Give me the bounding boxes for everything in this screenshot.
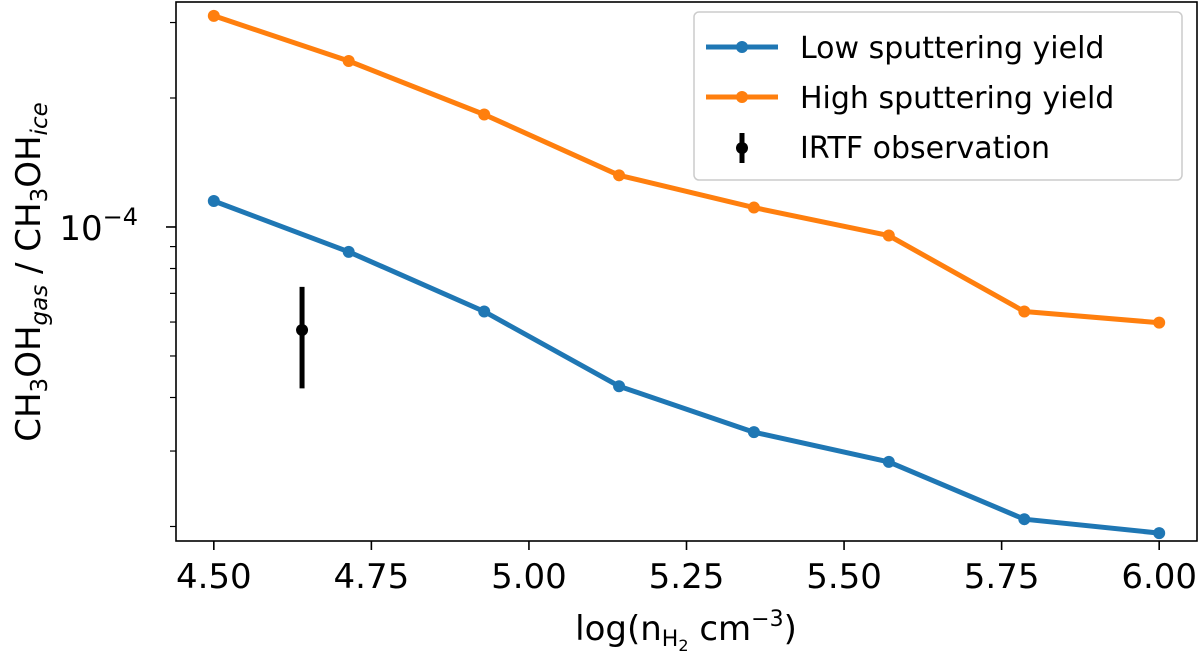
data-point-1-5 bbox=[882, 229, 895, 242]
data-point-0-5 bbox=[882, 455, 895, 468]
data-point-1-3 bbox=[613, 169, 626, 182]
x-tick-label: 5.25 bbox=[649, 557, 725, 597]
data-point-1-2 bbox=[478, 108, 491, 121]
data-point-0-4 bbox=[747, 426, 760, 439]
x-tick-label: 4.50 bbox=[176, 557, 252, 597]
x-tick-label: 5.50 bbox=[806, 557, 882, 597]
legend-entry-irtf: IRTF observation bbox=[736, 131, 1050, 166]
data-point-0-0 bbox=[207, 194, 220, 207]
legend-label-high: High sputtering yield bbox=[800, 81, 1114, 116]
y-tick-label-major: 10−4 bbox=[59, 203, 138, 249]
data-point-1-0 bbox=[207, 9, 220, 22]
series-line-0 bbox=[211, 198, 1162, 536]
y-label-a: CH bbox=[9, 392, 49, 441]
plot-area bbox=[207, 9, 1166, 540]
x-tick-label: 5.00 bbox=[491, 557, 567, 597]
data-point-1-4 bbox=[747, 201, 760, 214]
y-label-sep: / CH bbox=[9, 202, 49, 284]
x-label-sub1: H bbox=[662, 627, 679, 652]
data-point-0-7 bbox=[1153, 527, 1166, 540]
data-point-0-6 bbox=[1018, 513, 1031, 526]
x-label-sub2: 2 bbox=[678, 636, 688, 655]
x-tick-label: 4.75 bbox=[334, 557, 410, 597]
y-axis-label: CH3OHgas / CH3OHice bbox=[9, 102, 53, 442]
legend-marker-high bbox=[736, 91, 748, 103]
legend-marker-low bbox=[736, 41, 748, 53]
legend-marker-irtf bbox=[736, 142, 748, 154]
y-label-d: OH bbox=[9, 135, 49, 187]
y-label-b-sub: gas bbox=[27, 285, 53, 326]
x-label-exp: −3 bbox=[751, 607, 783, 632]
x-tick-label: 5.75 bbox=[964, 557, 1040, 597]
legend-label-low: Low sputtering yield bbox=[800, 31, 1104, 66]
x-axis-label: log(nH2 cm−3) bbox=[575, 607, 797, 655]
y-label-b: OH bbox=[9, 325, 49, 377]
x-tick-label: 6.00 bbox=[1121, 557, 1197, 597]
y-tick-base: 10 bbox=[59, 209, 102, 249]
legend-label-irtf: IRTF observation bbox=[800, 131, 1050, 166]
data-point-0-1 bbox=[342, 245, 355, 258]
legend-box bbox=[693, 11, 1183, 181]
errorbar-point bbox=[296, 323, 309, 336]
y-label-a-sub: 3 bbox=[27, 378, 53, 393]
y-tick-exp: −4 bbox=[103, 203, 138, 231]
data-point-0-2 bbox=[478, 305, 491, 318]
axis-ticks: 4.50 4.75 5.00 5.25 5.50 5.75 6.00 bbox=[166, 21, 1197, 597]
y-label-d-sub: ice bbox=[27, 102, 53, 135]
legend: Low sputtering yield High sputtering yie… bbox=[693, 11, 1183, 181]
data-point-0-3 bbox=[613, 380, 626, 393]
x-label-prefix: log(n bbox=[575, 609, 662, 649]
y-label-c-sub: 3 bbox=[27, 188, 53, 203]
data-point-1-6 bbox=[1018, 305, 1031, 318]
x-label-close: ) bbox=[784, 609, 797, 649]
legend-entry-low: Low sputtering yield bbox=[706, 31, 1104, 66]
data-point-1-7 bbox=[1153, 316, 1166, 329]
series-line-1 bbox=[211, 13, 1162, 326]
legend-entry-high: High sputtering yield bbox=[706, 81, 1114, 116]
x-label-suffix: cm bbox=[689, 609, 752, 649]
data-point-1-1 bbox=[342, 54, 355, 67]
